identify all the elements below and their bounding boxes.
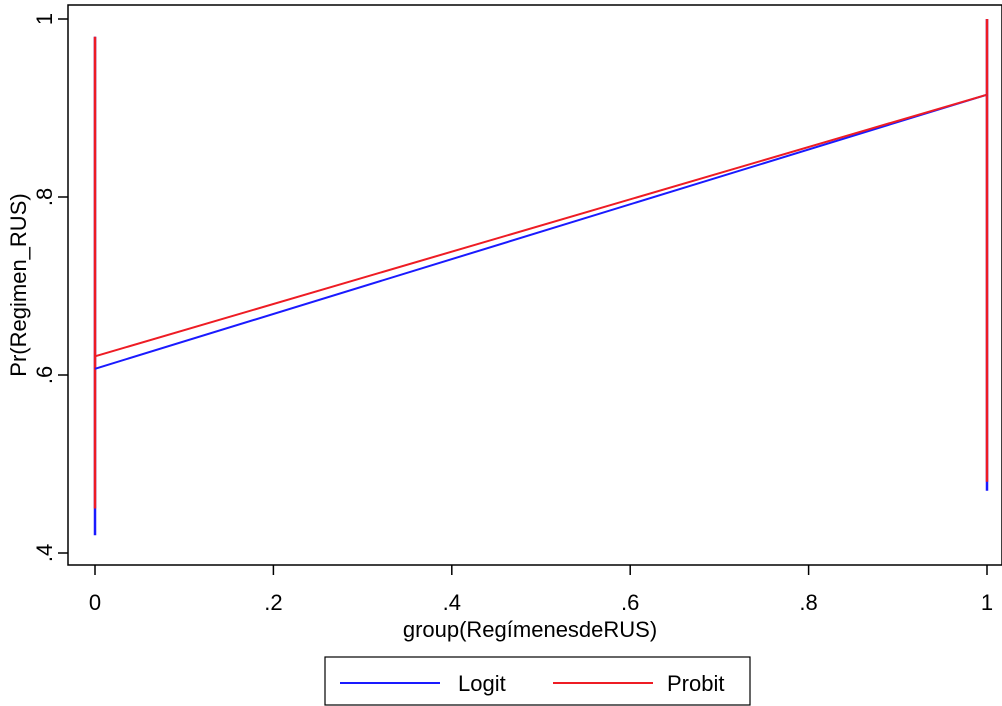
x-tick-label-0: 0	[89, 590, 101, 615]
legend-box	[324, 656, 751, 706]
legend-label-logit: Logit	[458, 671, 506, 696]
series-line-probit	[94, 93, 988, 358]
legend-label-probit: Probit	[667, 671, 724, 696]
ci-layer	[93, 19, 989, 536]
x-tick-label-3: .6	[621, 590, 639, 615]
series-line-logit	[94, 93, 988, 370]
x-tick-label-2: .4	[443, 590, 461, 615]
line-layer	[94, 93, 988, 370]
x-tick-label-1: .2	[264, 590, 282, 615]
y-tick-label-2: .8	[32, 188, 57, 206]
y-tick-label-3: 1	[32, 13, 57, 25]
axis-layer: 0 .2 .4 .6 .8 1 .4 .6 .8 1	[32, 13, 993, 615]
y-axis-title: Pr(Regimen_RUS)	[6, 193, 31, 376]
x-tick-label-4: .8	[799, 590, 817, 615]
y-tick-label-1: .6	[32, 366, 57, 384]
legend: Logit Probit	[324, 656, 751, 706]
y-tick-label-0: .4	[32, 544, 57, 562]
x-tick-label-5: 1	[981, 590, 993, 615]
x-axis-title: group(RegímenesdeRUS)	[403, 617, 657, 642]
plot-frame	[67, 4, 1002, 566]
